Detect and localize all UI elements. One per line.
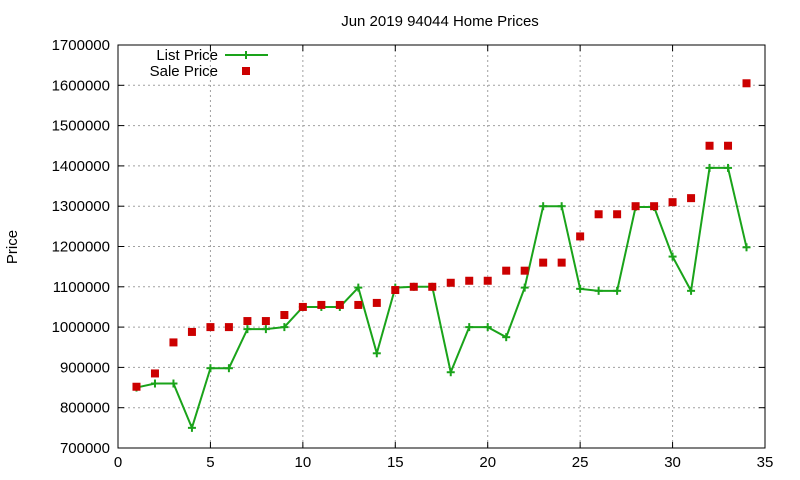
sale-price-point [650,202,659,211]
series-sale-price [132,79,751,391]
list-price-point [576,284,585,293]
y-tick-label: 1000000 [52,319,110,336]
list-price-point [557,202,566,211]
sale-price-point [243,317,252,326]
sale-price-point [724,141,733,150]
x-tick-label: 20 [479,454,496,471]
list-price-point [539,202,548,211]
list-price-point [169,379,178,388]
sale-price-point [742,79,751,88]
list-price-point [724,163,733,172]
sale-price-point [557,258,566,267]
list-price-point [594,286,603,295]
sale-price-point [465,276,474,285]
list-price-point [705,163,714,172]
list-price-point [372,349,381,358]
sale-price-point [594,210,603,219]
grid [118,45,765,448]
legend-point-swatch [242,67,250,75]
sale-price-point [520,266,529,275]
list-price-point [483,323,492,332]
legend-point-swatch [242,51,250,59]
list-price-point [280,323,289,332]
sale-price-point [187,327,196,336]
list-price-point [742,243,751,252]
sale-price-point [391,286,400,295]
x-tick-label: 10 [295,454,312,471]
y-tick-label: 1300000 [52,198,110,215]
x-tick-label: 30 [664,454,681,471]
x-tick-label: 0 [114,454,122,471]
y-tick-label: 1500000 [52,118,110,135]
list-price-point [520,283,529,292]
legend-label: Sale Price [150,63,218,80]
sale-price-point [169,338,178,347]
sale-price-point [539,258,548,267]
sale-price-point [206,323,215,332]
series-layer [132,79,751,432]
sale-price-point [317,300,326,309]
list-price-point [206,364,215,373]
sale-price-point [705,141,714,150]
y-tick-label: 700000 [60,440,110,457]
list-price-point [243,325,252,334]
list-price-point [613,286,622,295]
y-tick-label: 1200000 [52,239,110,256]
sale-price-point [576,232,585,241]
y-tick-label: 1100000 [53,279,110,296]
axis-ticks: 700000 800000 900000 1000000 1100000 1200000 1… [52,37,774,471]
y-tick-label: 1600000 [52,77,110,94]
sale-price-point [298,302,307,311]
list-price-point [465,323,474,332]
sale-price-point [150,369,159,378]
sale-price-point [261,317,270,326]
y-tick-label: 800000 [60,400,110,417]
x-tick-label: 35 [757,454,774,471]
list-price-point [354,283,363,292]
list-price-point [687,286,696,295]
x-tick-label: 25 [572,454,589,471]
y-tick-label: 900000 [60,359,110,376]
sale-price-point [687,194,696,203]
x-tick-label: 15 [387,454,404,471]
list-price-point [668,252,677,261]
y-tick-label: 1400000 [52,158,110,175]
list-price-point [502,333,511,342]
sale-price-point [132,382,141,391]
y-axis-label: Price [4,230,21,264]
plot-border [117,44,766,449]
chart-title: Jun 2019 94044 Home Prices [341,13,539,30]
list-price-point [446,368,455,377]
list-price-point [150,379,159,388]
sale-price-point [409,282,418,291]
sale-price-point [335,300,344,309]
sale-price-point [668,198,677,207]
list-price-point [224,364,233,373]
sale-price-point [354,300,363,309]
sale-price-point [224,323,233,332]
sale-price-point [483,276,492,285]
legend-label: List Price [156,47,218,64]
sale-price-point [428,282,437,291]
sale-price-point [502,266,511,275]
y-tick-label: 1700000 [52,37,110,54]
sale-price-point [613,210,622,219]
sale-price-point [280,311,289,320]
list-price-line [136,166,748,431]
sale-price-point [372,298,381,307]
x-tick-label: 5 [206,454,214,471]
sale-price-point [446,278,455,287]
list-price-point [261,325,270,334]
list-price-point [187,423,196,432]
sale-price-point [631,202,640,211]
